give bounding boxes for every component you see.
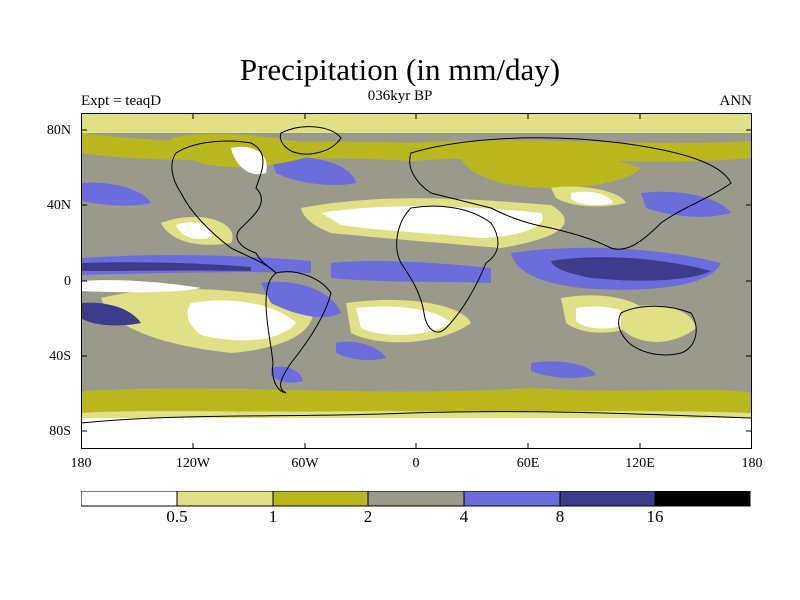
north-polar-band xyxy=(81,113,752,133)
south-america-coast xyxy=(265,271,332,394)
colorbar-segment xyxy=(559,491,656,507)
colorbar-segment xyxy=(81,491,178,507)
lat-tick-label: 80N xyxy=(46,123,71,138)
gobi-dry xyxy=(571,191,613,206)
atlantic-africa-itcz xyxy=(331,260,491,283)
colorbar-label: 8 xyxy=(555,507,565,526)
chart-subtitle: 036kyr BP xyxy=(367,88,433,104)
axis-ticks xyxy=(81,113,752,449)
colorbar xyxy=(81,491,751,507)
npac-very-dry xyxy=(176,222,212,239)
natl-storm-track xyxy=(271,156,356,185)
eurasia-band xyxy=(461,152,641,188)
sahara-arabia-dry xyxy=(321,206,543,238)
south-indian-wet xyxy=(531,361,596,378)
lon-tick-label: 180 xyxy=(70,456,92,471)
lon-tick-label: 180 xyxy=(741,456,763,471)
colorbar-label: 1 xyxy=(268,507,278,526)
lon-tick-label: 120W xyxy=(175,456,211,471)
satl-very-dry xyxy=(356,306,451,335)
colorbar-segment xyxy=(463,491,561,507)
colorbar-segment xyxy=(272,491,369,507)
colorbar-label: 0.5 xyxy=(166,507,188,526)
experiment-label: Expt = teaqD xyxy=(81,93,162,109)
colorbar-segment xyxy=(176,491,274,507)
colorbar-label: 2 xyxy=(363,507,373,526)
canada-dry xyxy=(231,146,267,175)
precipitation-map xyxy=(81,113,752,449)
lat-tick-label: 80S xyxy=(49,424,71,439)
north-america-coast xyxy=(171,140,277,274)
greenland-coast xyxy=(279,126,342,155)
lon-tick-label: 120E xyxy=(625,456,655,471)
patagonia-wet xyxy=(271,366,303,383)
eq-pacific-dry xyxy=(81,280,201,293)
australia-dry xyxy=(621,305,696,342)
amazon-wet xyxy=(261,281,341,318)
colorbar-segment xyxy=(654,491,751,507)
chart-title: Precipitation (in mm/day) xyxy=(239,52,561,87)
africa-coast xyxy=(396,205,499,333)
lon-tick-label: 60E xyxy=(516,456,540,471)
spcz xyxy=(81,302,141,326)
colorbar-label: 4 xyxy=(459,507,469,526)
lon-tick-label: 60W xyxy=(291,456,319,471)
south-midlat-band xyxy=(81,388,752,413)
npac-storm-track xyxy=(81,182,151,206)
map-svg xyxy=(81,113,752,449)
season-label: ANN xyxy=(719,93,753,109)
npac-west-wet xyxy=(641,191,731,217)
lon-tick-label: 0 xyxy=(412,456,420,471)
australia-coast xyxy=(618,305,697,356)
colorbar-label: 16 xyxy=(646,507,664,526)
eurasia-coast xyxy=(409,137,732,250)
lat-tick-label: 40S xyxy=(49,349,71,364)
antarctica-coast xyxy=(81,411,752,424)
lat-tick-label: 0 xyxy=(64,274,71,289)
coastlines xyxy=(81,126,752,424)
colorbar-segment xyxy=(367,491,465,507)
warm-pool-core xyxy=(551,257,711,281)
south-atlantic-wet xyxy=(336,341,386,361)
lat-tick-label: 40N xyxy=(46,198,71,213)
pacific-itcz-core xyxy=(81,262,251,271)
